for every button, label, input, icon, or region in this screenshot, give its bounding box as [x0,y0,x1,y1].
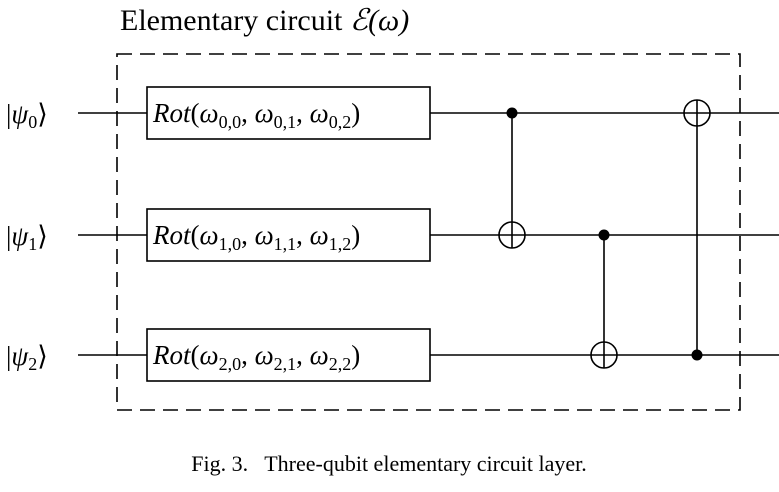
ket-bar: | [6,221,11,251]
cnot-0-1-target-icon [498,221,526,249]
figure-caption: Fig. 3. Three-qubit elementary circuit l… [191,451,586,476]
gate-sep: , [296,340,310,370]
qubit-label-2: |ψ2⟩ [6,341,48,374]
rot-gate-box-2 [146,328,431,382]
gate-sub: 0,0 [219,112,242,132]
ket-index: 1 [28,234,37,254]
cnot-0-1-control-dot [506,107,518,119]
qubit-label-0: |ψ0⟩ [6,99,48,132]
ket-index: 2 [28,354,37,374]
gate-paren: ) [351,220,360,250]
gate-paren: ) [351,98,360,128]
rot-gate-label-1: Rot(ω1,0, ω1,1, ω1,2) [152,220,360,254]
figure-title-symbol: ℰ(ω) [350,4,409,37]
cnot-2-0-target-icon [683,99,711,127]
gate-omega: ω [310,340,329,370]
gate-omega: ω [255,98,274,128]
gate-sub: 2,2 [329,354,352,374]
layer-boundary [116,53,741,411]
cnot-1-2-target-icon [590,341,618,369]
gate-sub: 0,1 [274,112,297,132]
ket-psi: ψ [11,221,29,251]
gate-omega: ω [310,220,329,250]
ket-angle: ⟩ [37,341,48,371]
gate-paren: ( [191,340,200,370]
gate-omega: ω [200,340,219,370]
gate-omega: ω [200,220,219,250]
gate-sep: , [241,340,255,370]
rot-gate-label-0: Rot(ω0,0, ω0,1, ω0,2) [152,98,360,132]
gate-sep: , [296,220,310,250]
ket-psi: ψ [11,341,29,371]
gate-omega: ω [255,340,274,370]
gate-sep: , [241,220,255,250]
gate-sub: 1,2 [329,234,352,254]
gate-sep: , [296,98,310,128]
gate-sub: 1,0 [219,234,242,254]
gate-sub: 2,1 [274,354,297,374]
gate-sub: 1,1 [274,234,297,254]
gate-name: Rot [152,220,192,250]
gate-sep: , [241,98,255,128]
gate-omega: ω [255,220,274,250]
gate-omega: ω [310,98,329,128]
ket-bar: | [6,99,11,129]
cnot-2-0-control-dot [691,349,703,361]
gate-paren: ( [191,98,200,128]
rot-gate-box-1 [146,208,431,262]
figure-title-text: Elementary circuit [120,4,350,37]
gate-sub: 2,0 [219,354,242,374]
rot-gate-box-0 [146,86,431,140]
cnot-1-2-control-dot [598,229,610,241]
figure-title: Elementary circuit ℰ(ω) [120,4,409,37]
gate-name: Rot [152,340,192,370]
ket-psi: ψ [11,99,29,129]
gate-paren: ) [351,340,360,370]
gate-name: Rot [152,98,192,128]
gate-paren: ( [191,220,200,250]
ket-index: 0 [28,112,37,132]
qubit-label-1: |ψ1⟩ [6,221,48,254]
gate-sub: 0,2 [329,112,352,132]
gate-omega: ω [200,98,219,128]
rot-gate-label-2: Rot(ω2,0, ω2,1, ω2,2) [152,340,360,374]
ket-bar: | [6,341,11,371]
ket-angle: ⟩ [37,221,48,251]
ket-angle: ⟩ [37,99,48,129]
